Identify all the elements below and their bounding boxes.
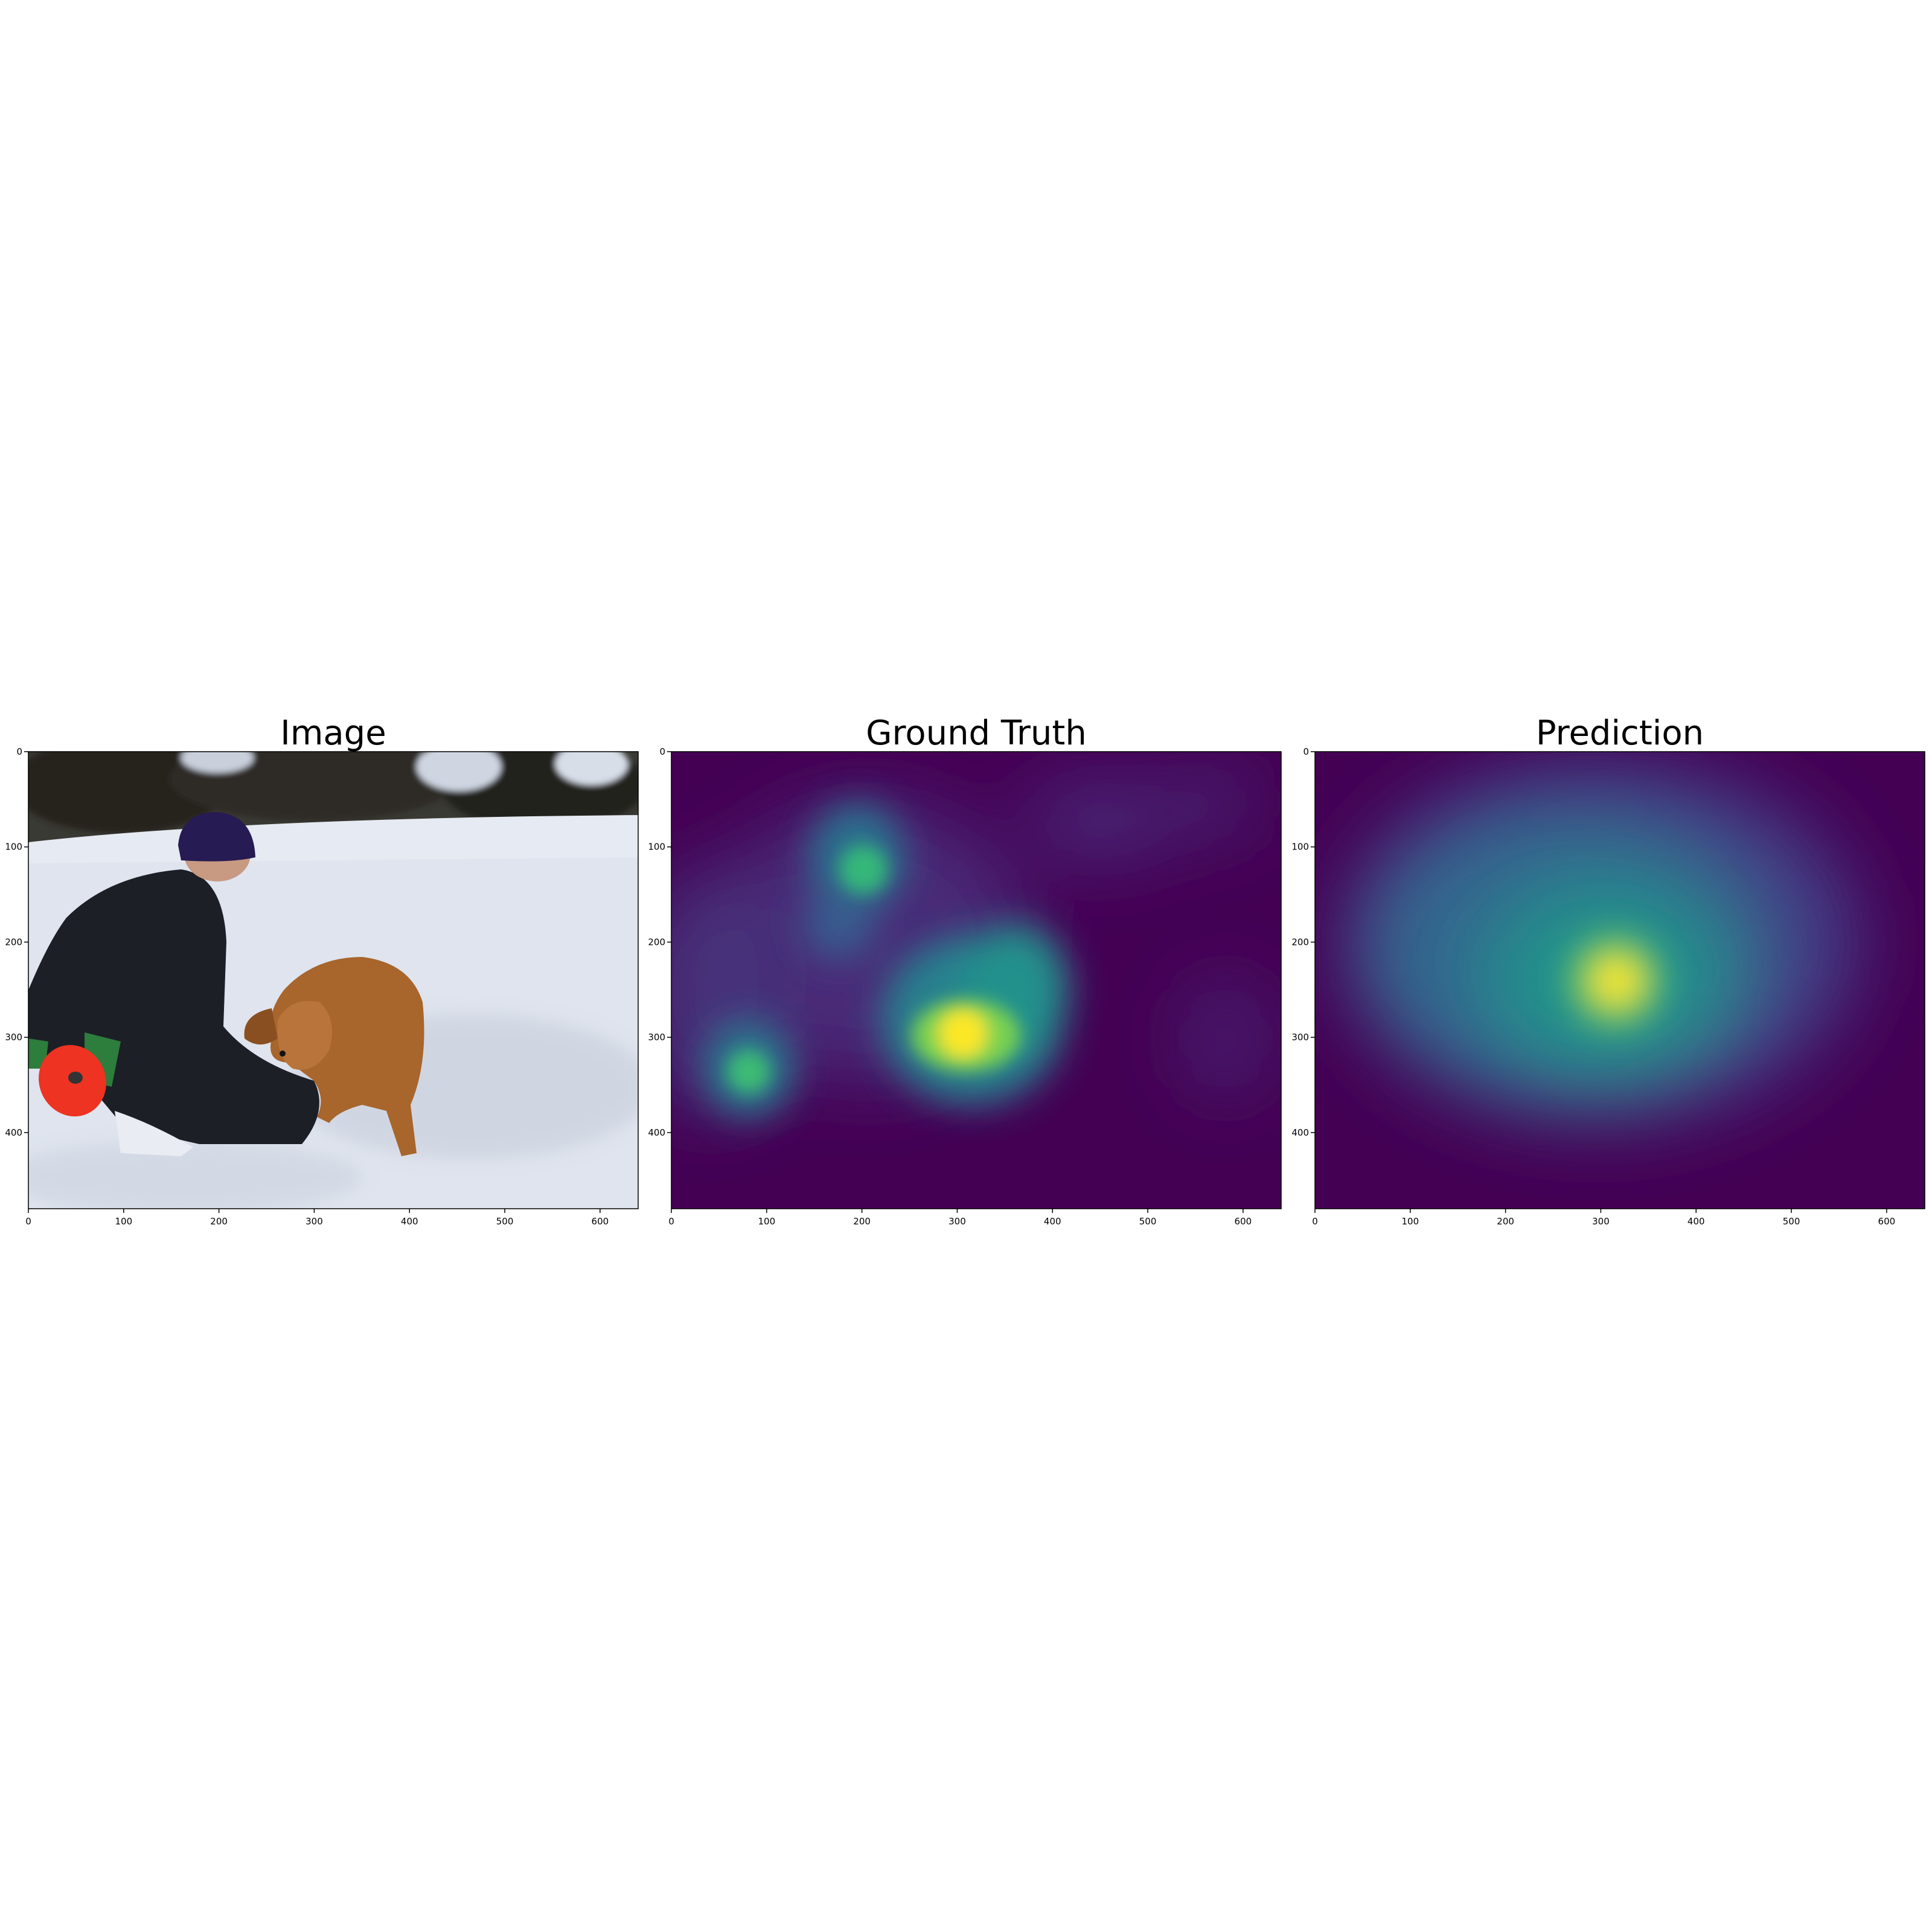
y-tick-label: 0 <box>659 746 665 757</box>
y-tick-label: 0 <box>1303 746 1309 757</box>
y-tick-label: 100 <box>1291 842 1309 852</box>
x-tick-label: 0 <box>25 1216 31 1227</box>
x-tick-label: 500 <box>1139 1216 1157 1227</box>
x-tick-label: 0 <box>668 1216 674 1227</box>
x-tick-label: 300 <box>1592 1216 1610 1227</box>
panel-ground-truth: Ground Truth <box>648 714 1282 1227</box>
y-tick-label: 100 <box>5 842 22 852</box>
pred-core-layer <box>1570 936 1660 1026</box>
x-tick-label: 600 <box>1235 1216 1252 1227</box>
y-tick-label: 400 <box>1291 1127 1309 1138</box>
x-tick-label: 500 <box>496 1216 514 1227</box>
dog <box>244 957 424 1156</box>
ticks-ground-truth: 0 100 200 300 400 500 600 0 100 200 300 400 <box>648 746 1252 1227</box>
y-tick-label: 300 <box>1291 1032 1309 1043</box>
dog-tail <box>244 1008 278 1044</box>
snowy-boot <box>115 1111 193 1156</box>
hat <box>178 812 255 862</box>
y-tick-label: 200 <box>5 936 22 947</box>
axes-frame-image <box>28 751 639 1209</box>
gt-hotspot-dog <box>939 1009 987 1058</box>
x-tick-label: 300 <box>305 1216 323 1227</box>
axes-frame-prediction <box>1314 751 1925 1209</box>
ticks-image: 0 100 200 300 400 500 600 0 100 200 300 400 <box>5 746 609 1227</box>
x-tick-label: 400 <box>401 1216 418 1227</box>
gt-hotspot-layer <box>728 845 1020 1093</box>
gt-hotspot-head <box>839 845 888 894</box>
panel-prediction: Prediction 0 100 200 300 400 500 600 0 100 200 300… <box>1291 714 1925 1227</box>
y-tick-label: 0 <box>16 746 22 757</box>
x-tick-label: 100 <box>115 1216 132 1227</box>
axes-frame-ground-truth <box>671 751 1282 1209</box>
x-tick-label: 200 <box>853 1216 871 1227</box>
y-tick-label: 100 <box>648 842 665 852</box>
dog-nose <box>280 1051 286 1057</box>
x-tick-label: 100 <box>758 1216 775 1227</box>
dog-head <box>277 1001 332 1070</box>
y-tick-label: 400 <box>648 1127 665 1138</box>
x-tick-label: 600 <box>1878 1216 1896 1227</box>
x-tick-label: 300 <box>948 1216 966 1227</box>
y-tick-label: 300 <box>5 1032 22 1043</box>
panel-title-ground-truth: Ground Truth <box>866 714 1087 753</box>
photo <box>28 752 638 1209</box>
x-tick-label: 0 <box>1312 1216 1318 1227</box>
gt-hotspot-frisbee <box>728 1051 770 1093</box>
x-tick-label: 200 <box>210 1216 228 1227</box>
bush-texture <box>28 752 638 833</box>
x-tick-label: 200 <box>1497 1216 1514 1227</box>
x-tick-label: 600 <box>592 1216 609 1227</box>
x-tick-label: 100 <box>1401 1216 1419 1227</box>
y-tick-label: 200 <box>1291 936 1309 947</box>
panel-image: Image <box>5 714 639 1227</box>
x-tick-label: 500 <box>1783 1216 1800 1227</box>
heatmap-ground-truth <box>671 752 1281 1209</box>
frisbee-logo <box>68 1072 83 1084</box>
pred-hotspot <box>1590 954 1644 1008</box>
x-tick-label: 400 <box>1687 1216 1705 1227</box>
y-tick-label: 300 <box>648 1032 665 1043</box>
x-tick-label: 400 <box>1044 1216 1061 1227</box>
ticks-prediction: 0 100 200 300 400 500 600 0 100 200 300 400 <box>1291 746 1895 1227</box>
heatmap-prediction <box>1315 752 1925 1209</box>
panel-title-prediction: Prediction <box>1536 714 1704 753</box>
y-tick-label: 200 <box>648 936 665 947</box>
panel-title-image: Image <box>280 714 386 753</box>
person <box>28 812 319 1156</box>
y-tick-label: 400 <box>5 1127 22 1138</box>
